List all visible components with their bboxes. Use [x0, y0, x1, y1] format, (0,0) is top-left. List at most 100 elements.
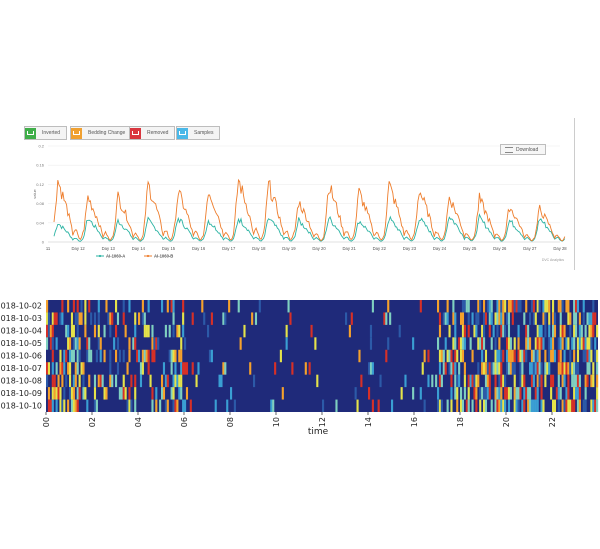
heatmap-cell — [88, 300, 91, 313]
heatmap-cell — [538, 337, 541, 350]
heatmap-cell — [576, 349, 580, 363]
heatmap-cell — [596, 362, 599, 375]
heatmap-cell — [498, 337, 501, 350]
heatmap-cell — [47, 362, 51, 375]
heatmap-cell — [53, 312, 56, 325]
heatmap-cell — [93, 374, 97, 388]
heatmap-cell — [291, 362, 294, 375]
heatmap-cell — [536, 300, 539, 313]
heatmap-cell — [596, 387, 599, 400]
legend-button-removed[interactable]: Removed — [129, 126, 176, 140]
heatmap-cell — [454, 324, 457, 338]
heatmap-cell — [74, 362, 77, 375]
heatmap-cell — [122, 300, 125, 313]
heatmap-cell — [335, 399, 338, 412]
heatmap-cell — [166, 300, 169, 313]
heatmap-cell — [596, 324, 599, 338]
legend-button-inverted[interactable]: Inverted — [24, 126, 68, 140]
heatmap-cell — [504, 374, 507, 388]
download-button[interactable]: Download — [500, 144, 546, 155]
heatmap-cell — [575, 362, 578, 375]
heatmap-cell — [116, 337, 120, 350]
heatmap-cell — [444, 337, 447, 350]
heatmap-cell — [567, 362, 570, 375]
heatmap-cell — [454, 337, 457, 350]
heatmap-cell — [134, 324, 137, 338]
heatmap-cell — [500, 387, 503, 400]
heatmap-cell — [477, 374, 480, 388]
heatmap-cell — [582, 337, 585, 350]
heatmap-cell — [475, 312, 478, 325]
heatmap-cell — [580, 324, 583, 338]
heatmap-cell — [494, 387, 497, 400]
heatmap-cell — [479, 387, 482, 400]
heatmap-cell — [220, 374, 223, 388]
heatmap-cell — [567, 399, 570, 412]
heatmap-cell — [525, 337, 528, 350]
heatmap-cell — [444, 312, 447, 325]
heatmap-cell — [103, 349, 106, 363]
heatmap-cell — [86, 399, 89, 412]
heatmap-cell — [488, 374, 491, 388]
heatmap-cell — [515, 399, 518, 412]
heatmap-cell — [157, 337, 160, 350]
heatmap-cell — [109, 349, 112, 363]
heatmap-cell — [63, 349, 66, 363]
heatmap-cell — [506, 349, 509, 363]
heatmap-cell — [400, 387, 403, 400]
heatmap-cell — [446, 312, 449, 325]
heatmap-cell — [498, 300, 501, 313]
heatmap-cell — [61, 362, 64, 375]
heatmap-cell — [208, 349, 212, 363]
heatmap-cell — [548, 312, 551, 325]
heatmap-cell — [450, 349, 453, 363]
heatmap-cell — [78, 374, 81, 388]
heatmap-cell — [456, 374, 459, 388]
heatmap-cell — [506, 362, 509, 375]
heatmap-cell — [557, 399, 560, 412]
heatmap-cell — [70, 312, 74, 325]
heatmap-cell — [185, 387, 189, 400]
heatmap-cell — [57, 387, 60, 400]
legend-button-bedding-change[interactable]: Bedding Change — [70, 126, 133, 140]
heatmap-cell — [170, 300, 173, 313]
heatmap-cell — [151, 349, 154, 363]
heatmap-cell — [139, 362, 143, 375]
heatmap-cell — [576, 337, 580, 350]
heatmap-cell — [538, 300, 541, 313]
heatmap-cell — [134, 374, 137, 388]
heatmap-cell — [463, 300, 466, 313]
heatmap-cell — [176, 324, 179, 338]
heatmap-cell — [168, 349, 171, 363]
heatmap-cell — [435, 374, 438, 388]
heatmap-cell — [254, 312, 258, 325]
heatmap-cell — [504, 399, 507, 412]
heatmap-cell — [93, 312, 97, 325]
heatmap-cell — [559, 324, 562, 338]
heatmap-cell — [590, 399, 593, 412]
heatmap-cell — [573, 362, 576, 375]
heatmap-cell — [446, 349, 449, 363]
heatmap-cell — [138, 349, 141, 363]
heatmap-cell — [552, 324, 555, 338]
heatmap-cell — [463, 337, 466, 350]
heatmap-cell — [423, 399, 426, 412]
heatmap-cell — [592, 324, 595, 338]
heatmap-cell — [552, 337, 555, 350]
heatmap-cell — [101, 374, 104, 388]
heatmap-cell — [51, 387, 54, 400]
heatmap-cell — [527, 387, 530, 400]
heatmap-cell — [588, 362, 591, 375]
heatmap-cell — [578, 374, 581, 388]
heatmap-cell — [490, 312, 493, 325]
heatmap-cell — [580, 337, 583, 350]
heatmap-cell — [143, 349, 146, 363]
heatmap-cell — [471, 312, 474, 325]
legend-button-samples[interactable]: Samples — [176, 126, 221, 140]
heatmap-cell — [76, 312, 79, 325]
heatmap-cell — [596, 349, 599, 363]
x-tick-label: 06 — [180, 417, 189, 427]
heatmap-cell — [230, 387, 233, 400]
heatmap-cell — [463, 362, 466, 375]
heatmap-cell — [162, 362, 166, 375]
